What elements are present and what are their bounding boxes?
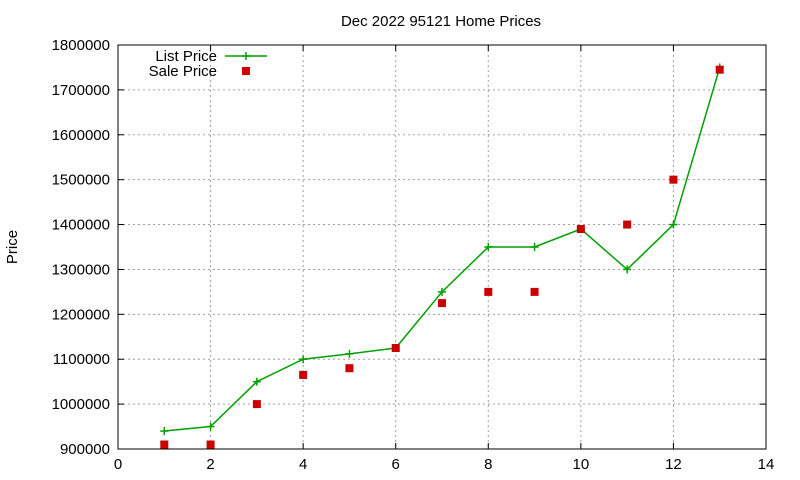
y-tick-label: 1600000 (52, 127, 110, 144)
x-tick-label: 14 (758, 456, 775, 473)
list-price-point (345, 349, 354, 358)
y-tick-label: 1000000 (52, 396, 110, 413)
y-tick-label: 1100000 (53, 351, 110, 368)
sale-price-point (484, 287, 493, 296)
sale-price-point (438, 299, 446, 308)
x-tick-label: 12 (665, 456, 682, 473)
list-price-point (438, 287, 446, 296)
series-layer (160, 63, 724, 449)
sale-price-point (715, 65, 724, 74)
legend-label-list-price: List Price (155, 48, 217, 65)
list-price-line (164, 67, 721, 432)
list-price-point (669, 220, 678, 229)
list-price-point (252, 377, 261, 386)
list-price-point (299, 355, 308, 364)
y-tick-label: 1700000 (52, 82, 110, 99)
y-axis-label: Price (4, 230, 21, 264)
sale-price-point (530, 287, 539, 296)
legend-marker-sale-price (242, 67, 250, 75)
sale-price-point (345, 364, 354, 373)
x-tick-label: 10 (573, 456, 590, 473)
axis-ticks: 0 2 4 6 8 10 12 14 900000 1000000 1100000 1200000 13… (52, 37, 775, 473)
sale-price-point (252, 400, 261, 409)
y-tick-label: 900000 (60, 441, 110, 458)
series-sale-price (160, 65, 724, 449)
sale-price-point (576, 225, 585, 234)
y-tick-label: 1300000 (52, 261, 110, 278)
y-tick-label: 1800000 (52, 37, 110, 54)
y-tick-label: 1200000 (52, 306, 110, 323)
legend: List Price Sale Price (149, 48, 267, 80)
legend-marker-list-price (242, 52, 250, 60)
list-price-point (484, 243, 493, 251)
grid (118, 45, 766, 449)
sale-price-point (206, 440, 215, 449)
x-tick-label: 4 (299, 456, 307, 473)
sale-price-point (299, 370, 308, 379)
sale-price-point (669, 175, 678, 184)
x-tick-label: 6 (392, 456, 400, 473)
legend-label-sale-price: Sale Price (149, 63, 217, 80)
sale-price-point (623, 220, 632, 229)
list-price-point (623, 265, 632, 274)
sale-price-point (160, 440, 169, 449)
plot-frame (117, 44, 767, 450)
y-tick-label: 1400000 (52, 217, 110, 234)
series-list-price (160, 63, 724, 436)
list-price-point (530, 243, 539, 251)
list-price-point (160, 427, 169, 436)
sale-price-point (391, 344, 400, 352)
x-tick-label: 2 (206, 456, 214, 473)
x-tick-label: 0 (114, 456, 122, 473)
list-price-point (206, 422, 215, 431)
chart-title: Dec 2022 95121 Home Prices (341, 13, 541, 30)
x-tick-label: 8 (484, 456, 492, 473)
y-tick-label: 1500000 (52, 172, 110, 189)
